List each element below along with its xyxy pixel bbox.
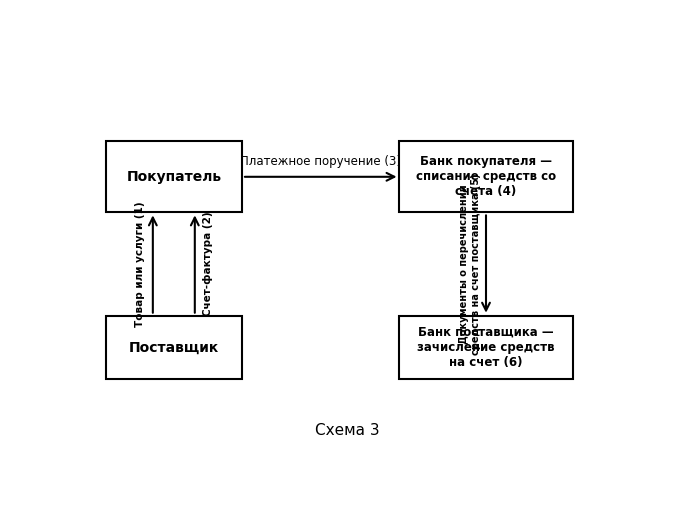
Text: Поставщик: Поставщик (129, 340, 219, 354)
Text: Банк покупателя —
списание средств со
счета (4): Банк покупателя — списание средств со сч… (416, 156, 556, 198)
Bar (106, 141, 242, 213)
Bar (399, 141, 573, 213)
Bar (106, 316, 242, 379)
Text: Счет-фактура (2): Счет-фактура (2) (203, 212, 213, 316)
Text: Банк поставщика —
зачисление средств
на счет (6): Банк поставщика — зачисление средств на … (417, 326, 554, 369)
Text: Товар или услуги (1): Товар или услуги (1) (135, 201, 145, 327)
Text: Платежное поручение (3): Платежное поручение (3) (240, 155, 401, 168)
Text: Документы о перечислении
средств на счет поставщика (5): Документы о перечислении средств на счет… (460, 173, 481, 355)
Text: Схема 3: Схема 3 (315, 423, 379, 438)
Text: Покупатель: Покупатель (126, 170, 221, 184)
Bar (399, 316, 573, 379)
